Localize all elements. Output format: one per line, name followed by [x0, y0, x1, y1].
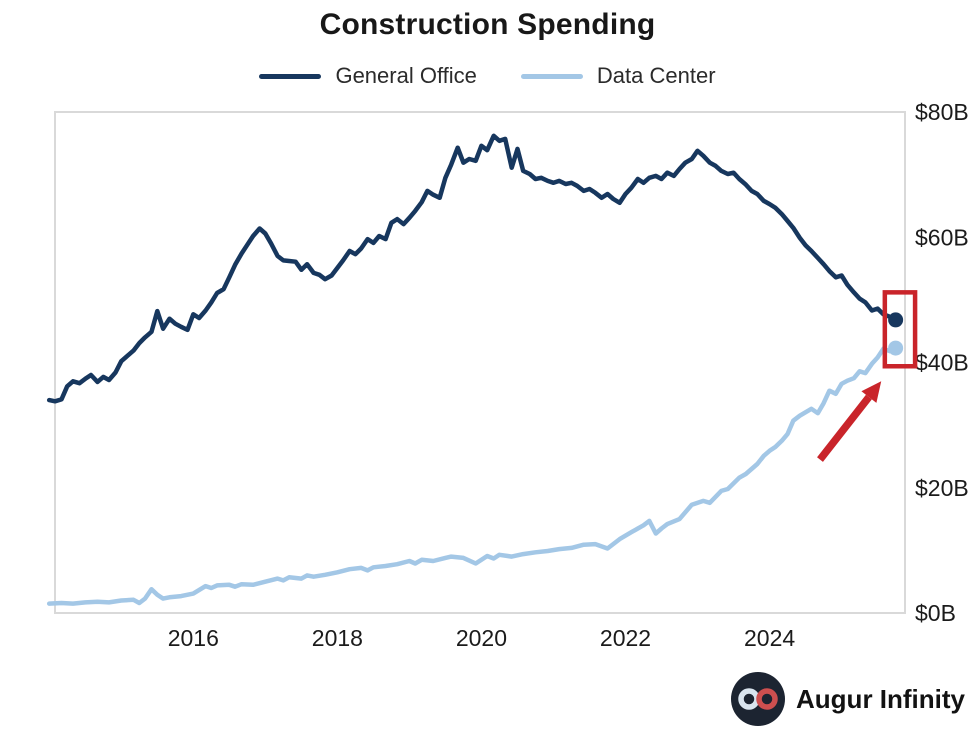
- series-end-dot-general-office: [888, 312, 904, 328]
- annotation-arrow-head: [861, 381, 882, 403]
- x-tick-label: 2024: [744, 625, 795, 651]
- annotation-arrow-shaft: [817, 394, 872, 462]
- logo-loop-right: [756, 688, 778, 710]
- x-tick-label: 2020: [456, 625, 507, 651]
- general-office-line-swatch: [259, 73, 322, 79]
- infinity-icon: [731, 672, 786, 726]
- data-center-line-swatch: [520, 73, 583, 79]
- annotation-highlight-box: [882, 290, 918, 369]
- brand-name: Augur Infinity: [796, 683, 965, 714]
- y-tick-label: $20B: [915, 475, 969, 501]
- chart-legend: General Office Data Center: [0, 60, 975, 92]
- legend-item-data-center: Data Center: [520, 63, 716, 89]
- chart-title: Construction Spending: [319, 8, 656, 41]
- series-line-general-office: [46, 133, 898, 404]
- branding: Augur Infinity: [730, 669, 965, 729]
- y-tick-label: $80B: [915, 99, 969, 125]
- y-tick-label: $60B: [915, 224, 969, 250]
- x-tick-label: 2016: [168, 625, 219, 651]
- series-end-dot-data-center: [888, 340, 904, 356]
- legend-label-data-center: Data Center: [596, 63, 716, 88]
- x-tick-label: 2022: [600, 625, 651, 651]
- legend-label-general-office: General Office: [335, 63, 477, 88]
- y-tick-label: $0B: [915, 600, 956, 626]
- y-tick-label: $40B: [915, 350, 969, 376]
- legend-item-general-office: General Office: [259, 63, 477, 89]
- plot-border: [54, 111, 906, 614]
- series-line-data-center: [46, 345, 898, 606]
- x-tick-label: 2018: [312, 625, 363, 651]
